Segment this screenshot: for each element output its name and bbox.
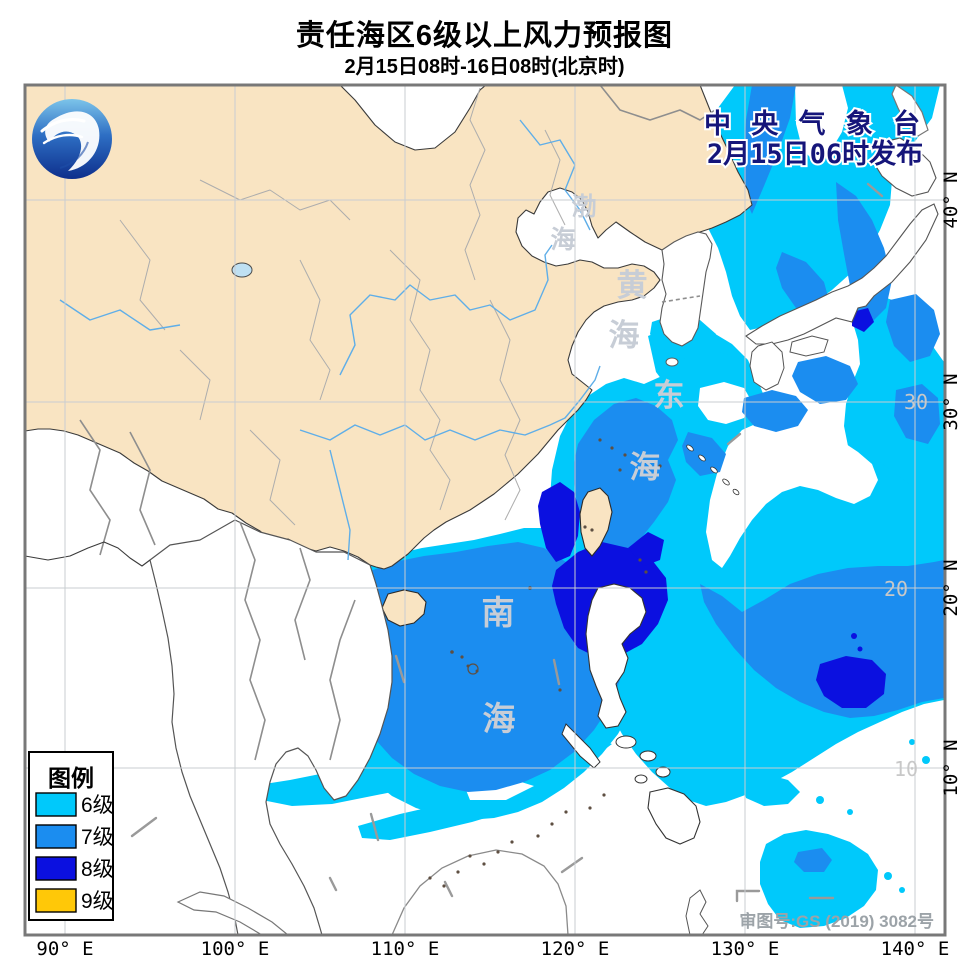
legend-label-9: 9级 xyxy=(81,890,114,913)
inner-label-20: 20 xyxy=(884,577,908,601)
nanhai-label-char1: 南 xyxy=(482,594,515,631)
latitude-axis: 40° N 30° N 20° N 10° N xyxy=(940,171,962,796)
kyushu xyxy=(749,341,785,391)
xisha-atoll xyxy=(467,663,479,675)
lon-label-120e: 120° E xyxy=(541,938,610,960)
mindanao xyxy=(647,787,701,845)
lon-label-90e: 90° E xyxy=(36,938,93,960)
page-title: 责任海区6级以上风力预报图 xyxy=(295,20,674,52)
page-subtitle: 2月15日08时-16日08时(北京时) xyxy=(344,56,625,78)
taiwan-island xyxy=(579,487,613,557)
legend-swatch-8 xyxy=(35,856,77,881)
sea-name-labels: 渤 海 黄 海 东 海 南 海 xyxy=(482,193,685,737)
lat-label-10n: 10° N xyxy=(940,739,962,796)
longitude-axis: 90° E 100° E 110° E 120° E 130° E 140° E xyxy=(36,938,949,960)
landmass-neighbors xyxy=(149,85,939,935)
legend-title: 图例 xyxy=(48,765,94,791)
donghai-label-char2: 海 xyxy=(630,450,661,485)
inner-label-30: 30 xyxy=(904,390,928,414)
jeju-island xyxy=(665,357,679,367)
inner-label-10: 10 xyxy=(894,757,918,781)
legend: 图例 6级 7级 8级 9级 xyxy=(28,751,114,921)
huanghai-label-char1: 黄 xyxy=(617,268,648,303)
legend-swatch-7 xyxy=(35,824,77,849)
legend-swatch-6 xyxy=(35,792,77,817)
map-license: 审图号:GS (2019) 3082号 xyxy=(739,911,934,931)
cma-logo xyxy=(32,99,112,179)
nanhai-label-char2: 海 xyxy=(483,700,516,737)
bohai-label-char1: 渤 xyxy=(571,193,596,221)
map-frame xyxy=(23,83,947,937)
issuer-name: 中 央 气 象 台 xyxy=(704,108,922,140)
hainan-island xyxy=(381,589,427,627)
donghai-label-char1: 东 xyxy=(654,378,685,413)
huanghai-label-char2: 海 xyxy=(609,318,640,353)
shikoku xyxy=(789,335,829,357)
legend-swatch-9 xyxy=(35,888,77,913)
sumatra xyxy=(176,891,289,935)
indochina xyxy=(149,519,393,935)
legend-label-8: 8级 xyxy=(81,858,114,881)
issue-time: 2月15日06时发布 xyxy=(707,138,923,170)
lat-label-40n: 40° N xyxy=(940,171,962,228)
lon-label-100e: 100° E xyxy=(201,938,270,960)
qinghai-lake xyxy=(231,262,253,278)
legend-label-6: 6级 xyxy=(81,794,114,817)
landmass-china xyxy=(25,85,753,627)
sulawesi xyxy=(685,889,709,935)
map-canvas: 渤 海 黄 海 东 海 南 海 30 20 10 中 央 气 象 台 2月15日… xyxy=(25,85,945,935)
luzon xyxy=(585,583,647,729)
graticule xyxy=(25,85,945,935)
lat-label-20n: 20° N xyxy=(940,559,962,616)
legend-label-7: 7级 xyxy=(81,826,114,849)
issuer-block: 中 央 气 象 台 2月15日06时发布 xyxy=(702,106,925,172)
lon-label-140e: 140° E xyxy=(881,938,950,960)
small-islands xyxy=(130,182,884,903)
borneo xyxy=(391,849,569,935)
lat-label-30n: 30° N xyxy=(940,373,962,430)
honshu xyxy=(745,203,939,345)
bohai-label-char2: 海 xyxy=(550,225,575,254)
inner-grid-labels: 30 20 10 xyxy=(884,390,928,781)
lon-label-130e: 130° E xyxy=(711,938,780,960)
reef-marks xyxy=(130,182,884,903)
hokkaido xyxy=(871,137,937,197)
lon-label-110e: 110° E xyxy=(371,938,440,960)
